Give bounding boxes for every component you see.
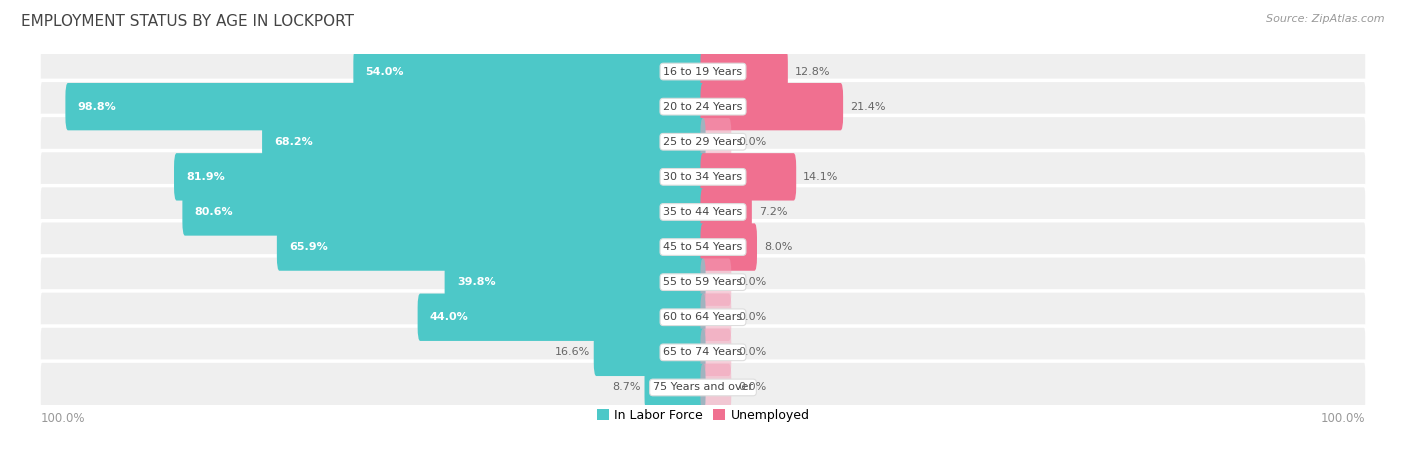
FancyBboxPatch shape — [174, 153, 706, 201]
Text: 65 to 74 Years: 65 to 74 Years — [664, 347, 742, 357]
FancyBboxPatch shape — [39, 291, 1367, 344]
FancyBboxPatch shape — [39, 220, 1367, 273]
Text: 68.2%: 68.2% — [274, 137, 314, 147]
FancyBboxPatch shape — [644, 364, 706, 411]
Text: 80.6%: 80.6% — [194, 207, 233, 217]
Text: Source: ZipAtlas.com: Source: ZipAtlas.com — [1267, 14, 1385, 23]
FancyBboxPatch shape — [444, 258, 706, 306]
FancyBboxPatch shape — [700, 188, 752, 236]
Text: 0.0%: 0.0% — [738, 312, 766, 322]
Text: 20 to 24 Years: 20 to 24 Years — [664, 102, 742, 112]
FancyBboxPatch shape — [277, 223, 706, 271]
FancyBboxPatch shape — [700, 83, 844, 130]
FancyBboxPatch shape — [700, 293, 731, 341]
FancyBboxPatch shape — [700, 258, 731, 306]
Text: 14.1%: 14.1% — [803, 172, 838, 182]
Text: 55 to 59 Years: 55 to 59 Years — [664, 277, 742, 287]
Text: 7.2%: 7.2% — [759, 207, 787, 217]
Text: 8.0%: 8.0% — [763, 242, 793, 252]
Text: 8.7%: 8.7% — [612, 382, 641, 392]
Text: 39.8%: 39.8% — [457, 277, 495, 287]
FancyBboxPatch shape — [66, 83, 706, 130]
FancyBboxPatch shape — [700, 328, 731, 376]
Text: 65.9%: 65.9% — [290, 242, 328, 252]
FancyBboxPatch shape — [39, 115, 1367, 168]
FancyBboxPatch shape — [183, 188, 706, 236]
FancyBboxPatch shape — [39, 361, 1367, 414]
Text: 98.8%: 98.8% — [77, 102, 117, 112]
FancyBboxPatch shape — [39, 185, 1367, 238]
Text: 81.9%: 81.9% — [186, 172, 225, 182]
FancyBboxPatch shape — [39, 45, 1367, 98]
Text: 44.0%: 44.0% — [430, 312, 468, 322]
FancyBboxPatch shape — [39, 80, 1367, 133]
Text: 35 to 44 Years: 35 to 44 Years — [664, 207, 742, 217]
FancyBboxPatch shape — [700, 364, 731, 411]
FancyBboxPatch shape — [39, 256, 1367, 309]
Text: 0.0%: 0.0% — [738, 277, 766, 287]
Text: 16.6%: 16.6% — [554, 347, 591, 357]
FancyBboxPatch shape — [39, 150, 1367, 203]
FancyBboxPatch shape — [39, 326, 1367, 378]
Text: 100.0%: 100.0% — [41, 412, 86, 425]
FancyBboxPatch shape — [418, 293, 706, 341]
FancyBboxPatch shape — [700, 223, 756, 271]
Text: 0.0%: 0.0% — [738, 347, 766, 357]
Text: 0.0%: 0.0% — [738, 382, 766, 392]
FancyBboxPatch shape — [353, 48, 706, 95]
Text: 16 to 19 Years: 16 to 19 Years — [664, 67, 742, 76]
FancyBboxPatch shape — [700, 48, 787, 95]
Text: 100.0%: 100.0% — [1320, 412, 1365, 425]
FancyBboxPatch shape — [593, 328, 706, 376]
FancyBboxPatch shape — [262, 118, 706, 166]
Text: 45 to 54 Years: 45 to 54 Years — [664, 242, 742, 252]
Text: 60 to 64 Years: 60 to 64 Years — [664, 312, 742, 322]
Text: 30 to 34 Years: 30 to 34 Years — [664, 172, 742, 182]
FancyBboxPatch shape — [700, 118, 731, 166]
Text: 75 Years and over: 75 Years and over — [652, 382, 754, 392]
Text: EMPLOYMENT STATUS BY AGE IN LOCKPORT: EMPLOYMENT STATUS BY AGE IN LOCKPORT — [21, 14, 354, 28]
Text: 12.8%: 12.8% — [794, 67, 831, 76]
FancyBboxPatch shape — [700, 153, 796, 201]
Text: 25 to 29 Years: 25 to 29 Years — [664, 137, 742, 147]
Text: 0.0%: 0.0% — [738, 137, 766, 147]
Text: 54.0%: 54.0% — [366, 67, 404, 76]
Legend: In Labor Force, Unemployed: In Labor Force, Unemployed — [592, 404, 814, 427]
Text: 21.4%: 21.4% — [851, 102, 886, 112]
